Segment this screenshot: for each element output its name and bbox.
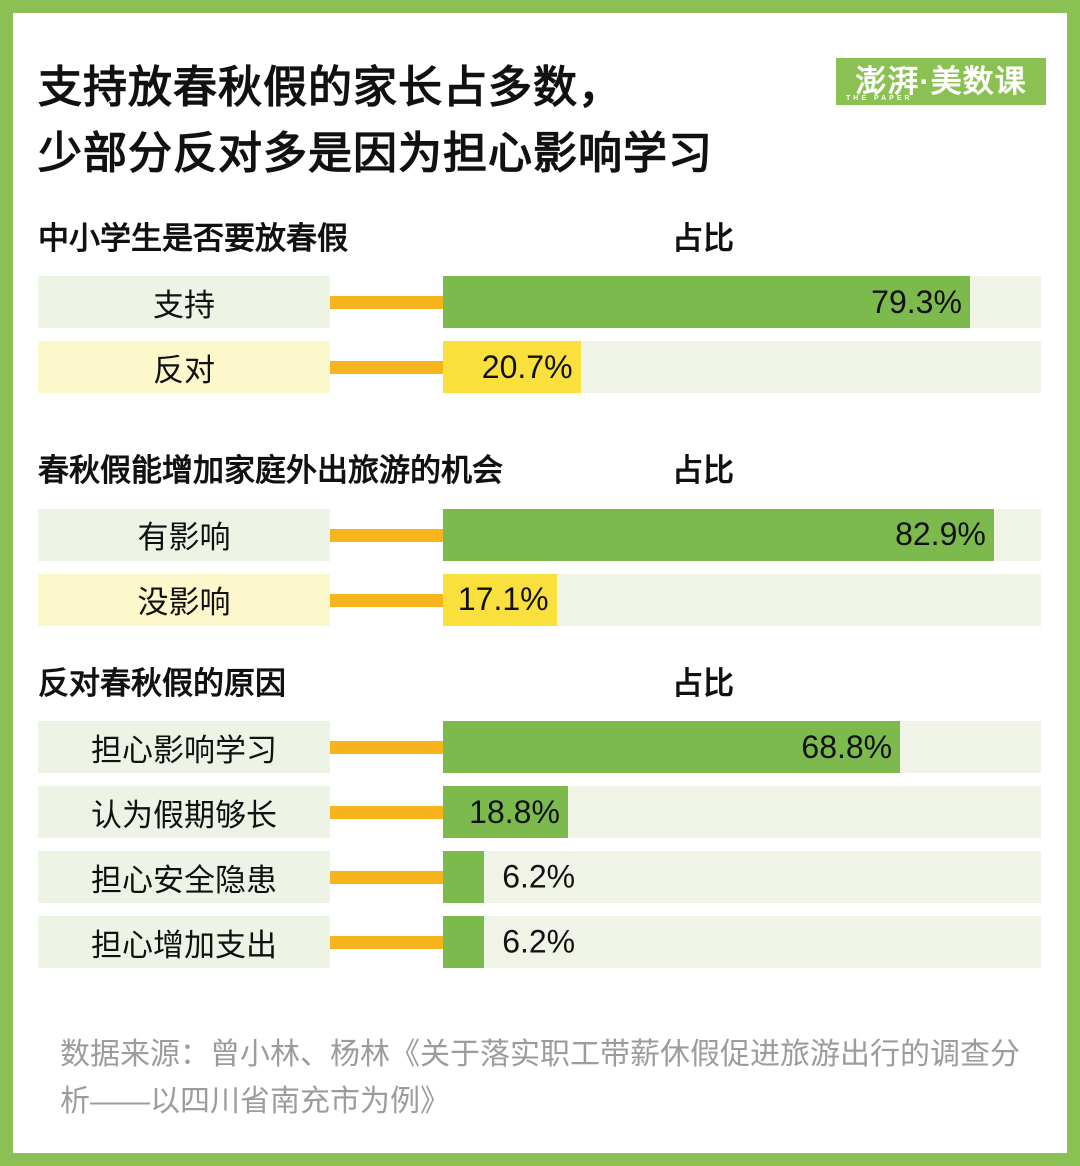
chart-section-opposition-reasons: 反对春秋假的原因 占比 担心影响学习 68.8% 认为假期够长 18.8%	[38, 662, 1041, 969]
value-column-header: 占比	[672, 665, 734, 701]
section-header: 中小学生是否要放春假 占比	[38, 217, 1041, 260]
bar-row: 有影响 82.9%	[38, 508, 1041, 561]
category-label: 担心影响学习	[38, 721, 330, 774]
value-column-header: 占比	[672, 221, 734, 256]
value-label: 17.1%	[457, 581, 549, 618]
section-header: 春秋假能增加家庭外出旅游的机会 占比	[38, 449, 1041, 492]
category-label: 支持	[38, 276, 330, 329]
bar-row: 担心增加支出 6.2%	[38, 916, 1041, 969]
connector-line	[330, 574, 443, 626]
section-title: 春秋假能增加家庭外出旅游的机会	[38, 453, 503, 489]
logo-text: 澎湃·美数课	[855, 64, 1027, 99]
bar-track: 79.3%	[443, 276, 1041, 329]
bar	[443, 916, 485, 969]
the-paper-logo: 澎湃·美数课 THE PAPER	[836, 58, 1046, 105]
category-label: 担心增加支出	[38, 916, 330, 969]
value-label: 6.2%	[502, 923, 576, 960]
bar-track: 6.2%	[443, 851, 1041, 904]
value-label: 6.2%	[502, 858, 576, 895]
category-label: 反对	[38, 341, 330, 394]
value-label: 79.3%	[871, 283, 962, 320]
section-title: 中小学生是否要放春假	[38, 221, 348, 256]
bar-track: 20.7%	[443, 341, 1041, 394]
value-label: 82.9%	[895, 516, 986, 553]
value-label: 18.8%	[469, 793, 560, 830]
bar-row: 担心影响学习 68.8%	[38, 721, 1041, 774]
bar-track: 82.9%	[443, 508, 1041, 561]
title-line-1: 支持放春秋假的家长占多数，	[38, 63, 623, 112]
connector-line	[330, 276, 443, 328]
chart-section-travel-opportunity: 春秋假能增加家庭外出旅游的机会 占比 有影响 82.9% 没影响 17.1%	[38, 449, 1041, 626]
bar-row: 反对 20.7%	[38, 341, 1041, 394]
source-line-1: 数据来源：曾小林、杨林《关于落实职工带薪休假促进旅游出行的调查分	[60, 1038, 1020, 1072]
bar-row: 认为假期够长 18.8%	[38, 786, 1041, 839]
chart-section-spring-break-opinion: 中小学生是否要放春假 占比 支持 79.3% 反对 20.7%	[38, 217, 1041, 394]
value-label: 68.8%	[801, 728, 893, 765]
connector-line	[330, 851, 443, 903]
content-area: 支持放春秋假的家长占多数， 少部分反对多是因为担心影响学习 澎湃·美数课 THE…	[13, 13, 1067, 1153]
bar-row: 没影响 17.1%	[38, 573, 1041, 626]
connector-line	[330, 341, 443, 393]
bar-track: 17.1%	[443, 573, 1041, 626]
logo-subtext: THE PAPER	[846, 95, 913, 102]
category-label: 认为假期够长	[38, 786, 330, 839]
value-column-header: 占比	[672, 453, 734, 489]
bar-row: 支持 79.3%	[38, 276, 1041, 329]
bar: 82.9%	[443, 508, 994, 561]
bar	[443, 851, 485, 904]
connector-line	[330, 916, 443, 968]
bar: 68.8%	[443, 721, 901, 774]
value-label: 20.7%	[481, 348, 573, 385]
category-label: 担心安全隐患	[38, 851, 330, 904]
bar-row: 担心安全隐患 6.2%	[38, 851, 1041, 904]
bar-track: 68.8%	[443, 721, 1041, 774]
category-label: 没影响	[38, 573, 330, 626]
connector-line	[330, 721, 443, 773]
bar: 18.8%	[443, 786, 568, 839]
bar: 79.3%	[443, 276, 970, 329]
section-title: 反对春秋假的原因	[38, 665, 286, 701]
source-line-2: 析——以四川省南充市为例》	[60, 1084, 450, 1118]
title-line-2: 少部分反对多是因为担心影响学习	[38, 129, 713, 178]
category-label: 有影响	[38, 508, 330, 561]
page-title: 支持放春秋假的家长占多数， 少部分反对多是因为担心影响学习	[38, 55, 1041, 187]
bar-track: 18.8%	[443, 786, 1041, 839]
section-header: 反对春秋假的原因 占比	[38, 662, 1041, 705]
connector-line	[330, 786, 443, 838]
bar: 20.7%	[443, 341, 581, 394]
bar: 17.1%	[443, 573, 557, 626]
bar-track: 6.2%	[443, 916, 1041, 969]
connector-line	[330, 509, 443, 561]
source-note: 数据来源：曾小林、杨林《关于落实职工带薪休假促进旅游出行的调查分 析——以四川省…	[38, 1032, 1041, 1125]
